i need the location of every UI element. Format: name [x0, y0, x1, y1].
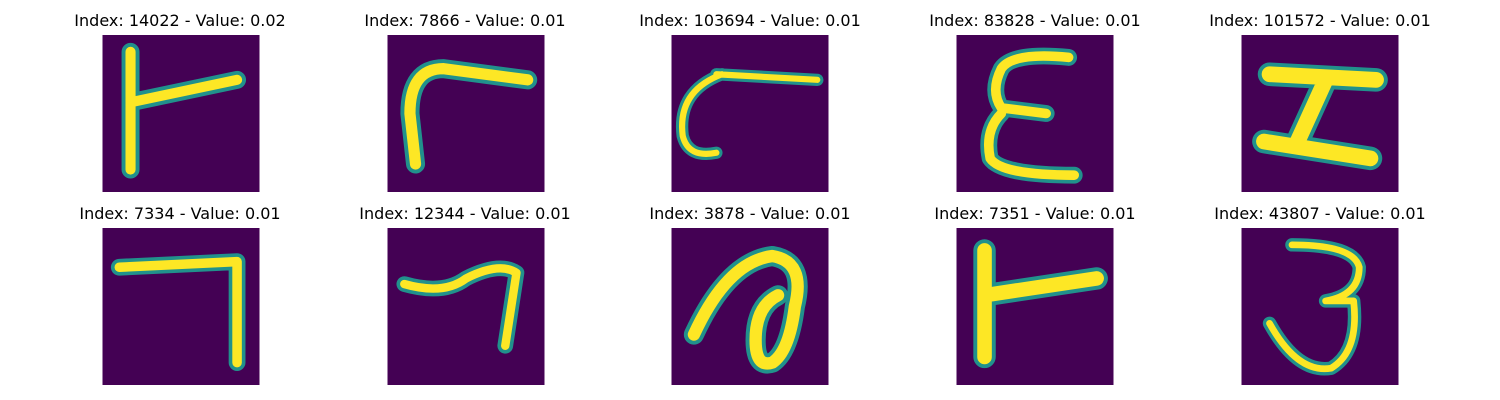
digit-image [102, 35, 260, 192]
panel-title: Index: 43807 - Value: 0.01 [1214, 204, 1426, 223]
digit-image [102, 228, 260, 385]
panel-title: Index: 7866 - Value: 0.01 [364, 11, 566, 30]
digit-image [1241, 35, 1399, 192]
digit-image [671, 228, 829, 385]
digit-image [387, 35, 545, 192]
panel-title: Index: 103694 - Value: 0.01 [639, 11, 861, 30]
digit-image [956, 35, 1114, 192]
panel-title: Index: 12344 - Value: 0.01 [359, 204, 571, 223]
digit-image [1241, 228, 1399, 385]
panel-title: Index: 101572 - Value: 0.01 [1209, 11, 1431, 30]
digit-image [671, 35, 829, 192]
panel-title: Index: 7334 - Value: 0.01 [79, 204, 281, 223]
panel-title: Index: 14022 - Value: 0.02 [74, 11, 286, 30]
panel-title: Index: 83828 - Value: 0.01 [929, 11, 1141, 30]
panel-title: Index: 7351 - Value: 0.01 [934, 204, 1136, 223]
digit-image [956, 228, 1114, 385]
panel-title: Index: 3878 - Value: 0.01 [649, 204, 851, 223]
digit-image [387, 228, 545, 385]
